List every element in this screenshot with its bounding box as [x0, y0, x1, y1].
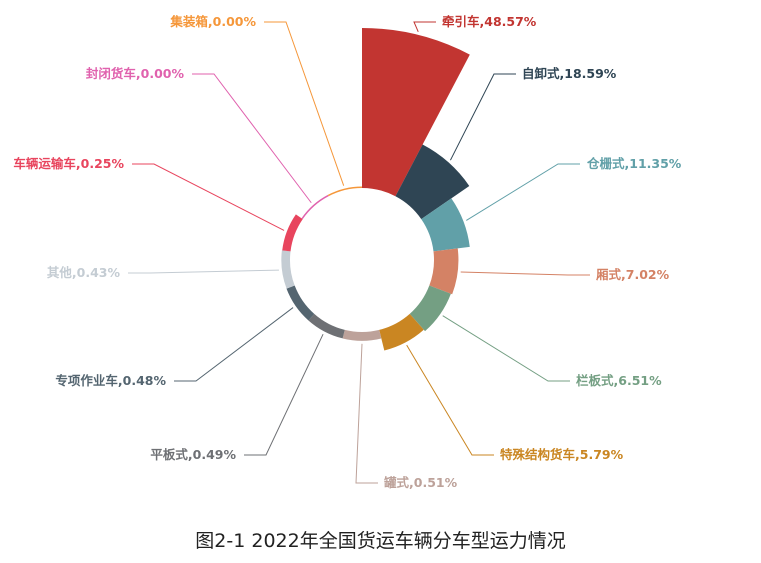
slice-label-9: 专项作业车,0.48%	[55, 373, 166, 388]
rose-slice-10[interactable]	[281, 250, 295, 289]
leader-line-5	[442, 315, 570, 382]
rose-slice-6[interactable]	[379, 313, 424, 351]
slice-label-11: 车辆运输车,0.25%	[13, 156, 124, 171]
leader-line-11	[132, 163, 285, 231]
rose-slice-1[interactable]	[362, 28, 470, 197]
leader-line-4	[460, 271, 590, 276]
chart-caption: 图2-1 2022年全国货运车辆分车型运力情况	[195, 530, 566, 552]
leader-line-1	[413, 21, 436, 33]
slice-label-12: 封闭货车,0.00%	[86, 66, 185, 81]
rose-slice-5[interactable]	[409, 285, 451, 332]
slice-label-2: 自卸式,18.59%	[522, 66, 617, 81]
leader-line-8	[244, 333, 324, 456]
slice-label-13: 集装箱,0.00%	[169, 14, 256, 29]
rose-slice-9[interactable]	[286, 285, 315, 321]
slice-label-8: 平板式,0.49%	[150, 447, 236, 462]
slice-label-1: 牵引车,48.57%	[442, 14, 537, 29]
leader-line-3	[466, 163, 580, 221]
slice-label-6: 特殊结构货车,5.79%	[500, 447, 624, 462]
rose-slice-7[interactable]	[342, 329, 382, 341]
leader-line-9	[174, 307, 294, 382]
rose-chart: 牵引车,48.57% 自卸式,18.59% 仓栅式,11.35% 厢式,7.02% 栏板…	[13, 14, 682, 490]
slice-label-3: 仓栅式,11.35%	[586, 156, 682, 171]
rose-slice-2[interactable]	[395, 144, 470, 220]
rose-slice-3[interactable]	[421, 198, 470, 252]
slice-label-4: 厢式,7.02%	[596, 267, 670, 282]
leader-line-2	[449, 73, 516, 161]
rose-slice-8[interactable]	[308, 313, 345, 339]
slice-label-7: 罐式,0.51%	[383, 475, 458, 490]
leader-line-7	[355, 343, 378, 484]
leader-line-12	[192, 73, 312, 204]
leader-line-10	[128, 269, 279, 274]
rose-slice-4[interactable]	[429, 248, 459, 295]
slice-label-5: 栏板式,6.51%	[576, 373, 662, 388]
rose-slice-12[interactable]	[301, 194, 329, 220]
leader-line-6	[406, 344, 494, 456]
slice-label-10: 其他,0.43%	[47, 265, 121, 280]
rose-slice-11[interactable]	[282, 214, 303, 252]
rose-slice-13[interactable]	[327, 186, 362, 197]
leader-line-13	[264, 21, 345, 186]
